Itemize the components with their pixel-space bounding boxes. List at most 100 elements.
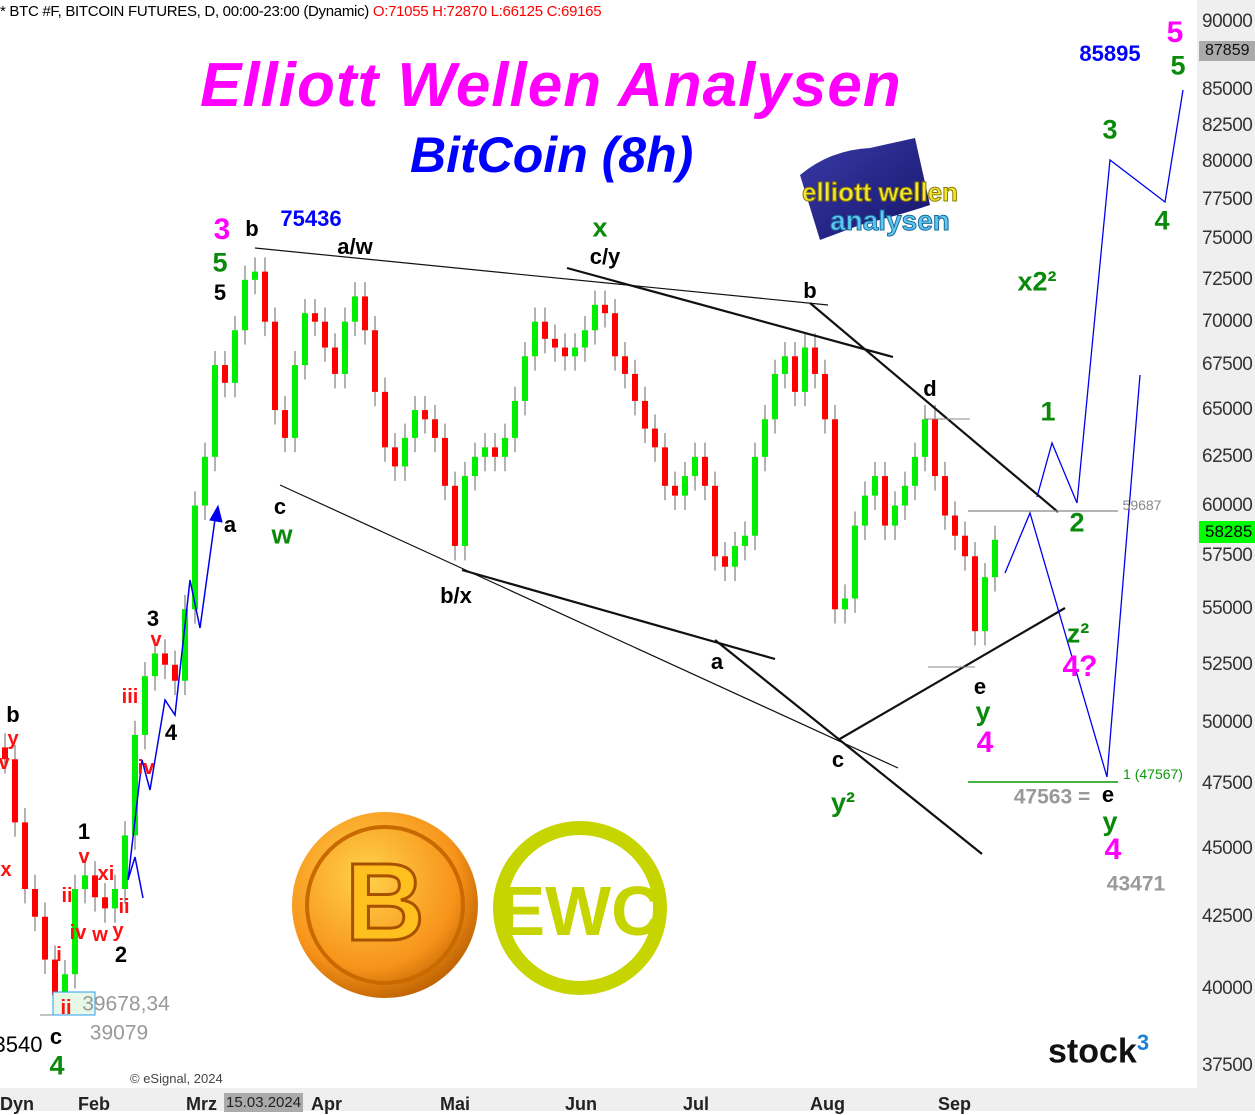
candle bbox=[92, 875, 98, 898]
x-tick-label: Dyn bbox=[0, 1094, 35, 1114]
candle bbox=[32, 889, 38, 917]
wave-label: a/w bbox=[337, 234, 373, 259]
wave-label: 4 bbox=[976, 726, 994, 759]
price-label-high: 75436 bbox=[280, 206, 342, 231]
elliott-wellen-logo: elliott wellen analysen bbox=[800, 138, 959, 240]
candle bbox=[262, 271, 268, 322]
x-tick-label: Feb bbox=[78, 1094, 111, 1114]
wave-label: a bbox=[710, 649, 724, 674]
x-tick-label: Mai bbox=[440, 1094, 471, 1114]
svg-text:elliott wellen: elliott wellen bbox=[802, 177, 958, 207]
candle bbox=[72, 889, 78, 975]
candle bbox=[642, 400, 648, 429]
candle bbox=[482, 447, 488, 457]
wave-label: 4? bbox=[1062, 650, 1098, 683]
copyright: © eSignal, 2024 bbox=[130, 1071, 223, 1086]
candle bbox=[592, 304, 598, 331]
wave-projection-right bbox=[1004, 374, 1141, 778]
candle bbox=[362, 296, 368, 331]
wave-label: b/x bbox=[440, 583, 472, 608]
candle bbox=[192, 505, 198, 610]
candle bbox=[392, 447, 398, 467]
x-tick-label: Jun bbox=[565, 1094, 598, 1114]
candle bbox=[882, 476, 888, 526]
candle bbox=[232, 330, 238, 383]
price-axis[interactable]: 90000 85000 82500 80000 77500 75000 72500 70000… bbox=[1197, 0, 1255, 1088]
wave-label: 4 bbox=[164, 720, 178, 745]
stock3-text: stock bbox=[1048, 1032, 1137, 1071]
candle bbox=[202, 456, 208, 506]
wave-label: c bbox=[49, 1024, 63, 1049]
ohlc-values: O:71055 H:72870 L:66125 C:69165 bbox=[372, 3, 602, 20]
wave-label: 4 bbox=[1154, 205, 1170, 236]
wave-label: c/y bbox=[589, 244, 621, 269]
candle bbox=[222, 365, 228, 383]
candle bbox=[832, 419, 838, 610]
wave-label: 5 bbox=[213, 280, 227, 305]
candle bbox=[772, 373, 778, 420]
price-tag-marker: 87859 bbox=[1199, 40, 1255, 61]
candle bbox=[182, 609, 188, 681]
subwave-label: ii bbox=[61, 885, 73, 907]
candle bbox=[462, 476, 468, 546]
y-tick-label: 72500 bbox=[1202, 268, 1253, 290]
y-tick-label: 37500 bbox=[1202, 1055, 1253, 1076]
candle bbox=[972, 556, 978, 632]
price-tag-current: 58285 bbox=[1199, 521, 1255, 544]
wave-label: w bbox=[271, 519, 293, 550]
y-tick-label: 57500 bbox=[1202, 545, 1253, 567]
wave-label: 1 bbox=[77, 819, 91, 844]
candles bbox=[2, 257, 998, 1010]
candle bbox=[812, 347, 818, 374]
candle bbox=[52, 959, 58, 996]
svg-text:analysen: analysen bbox=[830, 205, 950, 236]
trendline bbox=[461, 568, 776, 661]
candle bbox=[582, 330, 588, 348]
trendline bbox=[254, 247, 829, 306]
wave-label: 5 bbox=[1166, 16, 1184, 49]
candle bbox=[612, 313, 618, 357]
candle bbox=[382, 391, 388, 448]
candle bbox=[112, 889, 118, 909]
candle bbox=[672, 485, 678, 496]
y-tick-label: 80000 bbox=[1202, 151, 1253, 173]
subwave-label: iv bbox=[69, 922, 87, 944]
subwave-label: v bbox=[0, 752, 10, 774]
wave-label: a bbox=[223, 512, 237, 537]
candle bbox=[422, 410, 428, 420]
candle bbox=[712, 485, 718, 557]
y-tick-label: 62500 bbox=[1202, 445, 1253, 467]
subwave-label: i bbox=[56, 944, 62, 966]
candle bbox=[352, 296, 358, 322]
wave-label: y² bbox=[830, 787, 856, 818]
candle bbox=[272, 321, 278, 411]
time-axis[interactable]: Dyn Feb Mrz 15.03.2024 Apr Mai Jun Jul Aug Sep bbox=[0, 1088, 1255, 1114]
candle bbox=[342, 321, 348, 374]
wave-label: c bbox=[831, 747, 845, 772]
y-tick-label: 82500 bbox=[1202, 114, 1253, 136]
candle bbox=[562, 347, 568, 357]
wave-label: 3 bbox=[146, 606, 160, 631]
price-chart[interactable]: B EWC elliott wellen analysen bbox=[0, 0, 1197, 1088]
candle bbox=[2, 747, 8, 760]
subwave-label: x bbox=[0, 859, 12, 881]
wave-label: y bbox=[1102, 806, 1118, 837]
candle bbox=[42, 916, 48, 960]
wave-label: b bbox=[245, 216, 259, 241]
candle bbox=[22, 822, 28, 890]
wave-label: d bbox=[923, 376, 937, 401]
candle bbox=[512, 400, 518, 438]
wave-label: e bbox=[973, 674, 987, 699]
subwave-label: iv bbox=[137, 757, 155, 779]
candle bbox=[332, 347, 338, 374]
wave-label: z² bbox=[1066, 618, 1090, 649]
wave-label: 4 bbox=[49, 1050, 65, 1081]
chart-header: * BTC #F, BITCOIN FUTURES, D, 00:00-23:0… bbox=[0, 3, 602, 20]
candle bbox=[292, 365, 298, 438]
trendline bbox=[566, 266, 894, 359]
candle bbox=[552, 338, 558, 348]
symbol-info: * BTC #F, BITCOIN FUTURES, D, 00:00-23:0… bbox=[0, 3, 369, 20]
y-tick-label: 75000 bbox=[1202, 228, 1253, 250]
candle bbox=[892, 505, 898, 526]
y-tick-label: 47500 bbox=[1202, 773, 1253, 795]
